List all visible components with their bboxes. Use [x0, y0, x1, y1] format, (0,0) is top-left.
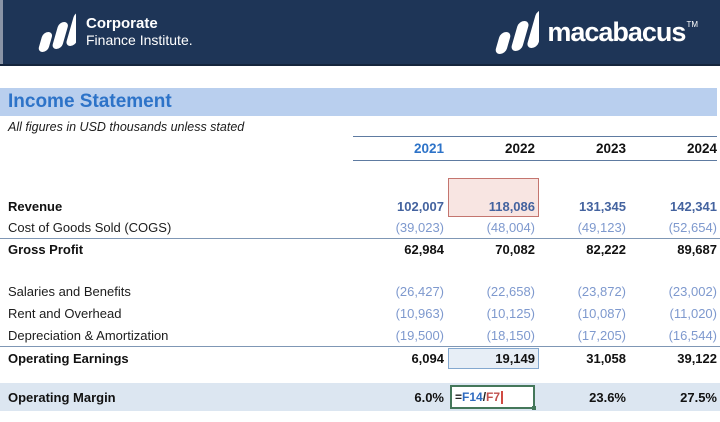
year-2024[interactable]: 2024 — [626, 136, 717, 161]
cfi-name-line2: Finance Institute. — [86, 32, 193, 48]
macabacus-logo: macabacusTM — [483, 9, 698, 55]
table-row-operating-earnings: Operating Earnings 6,094 19,149 31,058 3… — [0, 346, 720, 369]
cell-cogs-2023[interactable]: (49,123) — [577, 220, 626, 235]
year-2021[interactable]: 2021 — [353, 136, 444, 161]
cell-operating-earnings-2024[interactable]: 39,122 — [677, 350, 717, 366]
year-2023[interactable]: 2023 — [535, 136, 626, 161]
cell-operating-margin-2023[interactable]: 23.6% — [589, 389, 626, 405]
macabacus-wordmark: macabacus — [547, 16, 686, 47]
cell-revenue-2022[interactable]: 118,086 — [444, 177, 539, 217]
cell-cogs-2022[interactable]: (48,004) — [486, 220, 535, 235]
table-row-revenue: Revenue 102,007 118,086 131,345 142,341 — [0, 177, 720, 217]
cfi-bars-icon — [38, 12, 76, 52]
table-row-gross-profit: Gross Profit 62,984 70,082 82,222 89,687 — [0, 238, 720, 260]
cell-operating-earnings-2022[interactable]: 19,149 — [444, 347, 539, 369]
cell-gross-profit-2024[interactable]: 89,687 — [677, 242, 717, 257]
row-label-gross-profit[interactable]: Gross Profit — [8, 242, 84, 257]
cell-gross-profit-2021[interactable]: 62,984 — [404, 242, 444, 257]
cell-depreciation-2021[interactable]: (19,500) — [395, 327, 444, 343]
cell-salaries-2022[interactable]: (22,658) — [486, 283, 535, 299]
cell-depreciation-2023[interactable]: (17,205) — [577, 327, 626, 343]
table-row-rent: Rent and Overhead (10,963) (10,125) (10,… — [0, 302, 720, 324]
cell-operating-margin-2021[interactable]: 6.0% — [414, 389, 444, 405]
trademark-symbol: TM — [686, 19, 698, 29]
formula-ref2: F7 — [486, 390, 501, 404]
page-title: Income Statement — [8, 91, 172, 112]
row-label-salaries[interactable]: Salaries and Benefits — [8, 283, 131, 299]
row-label-revenue[interactable]: Revenue — [8, 198, 63, 214]
cell-salaries-2023[interactable]: (23,872) — [577, 283, 626, 299]
cell-revenue-2021[interactable]: 102,007 — [397, 198, 444, 214]
cell-salaries-2024[interactable]: (23,002) — [668, 283, 717, 299]
operating-margin-band: Operating Margin 6.0% = F14 / F7 23.6% 2… — [0, 383, 720, 411]
formula-equals: = — [455, 390, 463, 404]
cell-cogs-2021[interactable]: (39,023) — [395, 220, 444, 235]
cell-salaries-2021[interactable]: (26,427) — [395, 283, 444, 299]
cell-operating-margin-2024[interactable]: 27.5% — [680, 389, 717, 405]
cell-revenue-2024[interactable]: 142,341 — [670, 198, 717, 214]
formula-divide: / — [482, 390, 487, 404]
operating-earnings-2022-blue-highlight — [448, 347, 539, 369]
cell-gross-profit-2023[interactable]: 82,222 — [586, 242, 626, 257]
row-label-operating-margin[interactable]: Operating Margin — [8, 389, 116, 405]
sheet-title-band: Income Statement — [0, 88, 717, 116]
cell-operating-earnings-2023[interactable]: 31,058 — [586, 350, 626, 366]
year-header-row: 2021 2022 2023 2024 — [0, 136, 720, 161]
formula-editor[interactable]: = F14 / F7 — [450, 385, 536, 410]
cell-rent-2021[interactable]: (10,963) — [395, 305, 444, 321]
year-2022[interactable]: 2022 — [444, 136, 535, 161]
cfi-logo: Corporate Finance Institute. — [26, 11, 193, 53]
cell-gross-profit-2022[interactable]: 70,082 — [495, 242, 535, 257]
table-row-depreciation: Depreciation & Amortization (19,500) (18… — [0, 324, 720, 346]
banner-left-edge — [0, 0, 3, 64]
cell-rent-2022[interactable]: (10,125) — [486, 305, 535, 321]
row-label-rent[interactable]: Rent and Overhead — [8, 305, 122, 321]
cell-fill-handle[interactable] — [532, 406, 536, 410]
sheet-subtitle: All figures in USD thousands unless stat… — [8, 120, 245, 134]
cell-revenue-2023[interactable]: 131,345 — [579, 198, 626, 214]
revenue-2022-red-highlight — [448, 177, 539, 217]
cell-rent-2023[interactable]: (10,087) — [577, 305, 626, 321]
formula-ref1: F14 — [462, 390, 483, 404]
text-cursor — [501, 390, 503, 404]
table-row-cogs: Cost of Goods Sold (COGS) (39,023) (48,0… — [0, 217, 720, 238]
cell-depreciation-2024[interactable]: (16,544) — [668, 327, 717, 343]
cfi-name-line1: Corporate — [86, 15, 158, 32]
cell-depreciation-2022[interactable]: (18,150) — [486, 327, 535, 343]
row-label-operating-earnings[interactable]: Operating Earnings — [8, 350, 129, 366]
row-label-depreciation[interactable]: Depreciation & Amortization — [8, 327, 169, 343]
macabacus-bars-icon — [496, 10, 540, 54]
table-row-salaries: Salaries and Benefits (26,427) (22,658) … — [0, 280, 720, 302]
cell-cogs-2024[interactable]: (52,654) — [668, 220, 717, 235]
cell-operating-earnings-2021[interactable]: 6,094 — [411, 350, 444, 366]
cell-operating-margin-2022: = F14 / F7 — [444, 385, 536, 410]
row-label-cogs[interactable]: Cost of Goods Sold (COGS) — [8, 220, 172, 235]
top-banner: Corporate Finance Institute. macabacusTM — [0, 0, 720, 66]
cell-rent-2024[interactable]: (11,020) — [669, 305, 717, 321]
